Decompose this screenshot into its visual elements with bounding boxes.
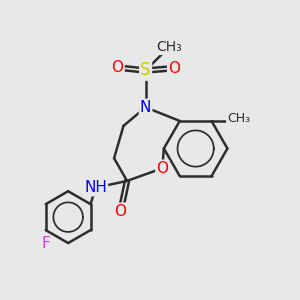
Text: O: O — [115, 204, 127, 219]
Text: O: O — [112, 60, 124, 75]
Text: CH₃: CH₃ — [227, 112, 250, 124]
Text: CH₃: CH₃ — [156, 40, 182, 54]
Text: F: F — [41, 236, 50, 251]
Text: N: N — [140, 100, 151, 115]
Text: O: O — [168, 61, 180, 76]
Text: S: S — [140, 61, 151, 80]
Text: NH: NH — [84, 180, 107, 195]
Text: O: O — [156, 161, 168, 176]
